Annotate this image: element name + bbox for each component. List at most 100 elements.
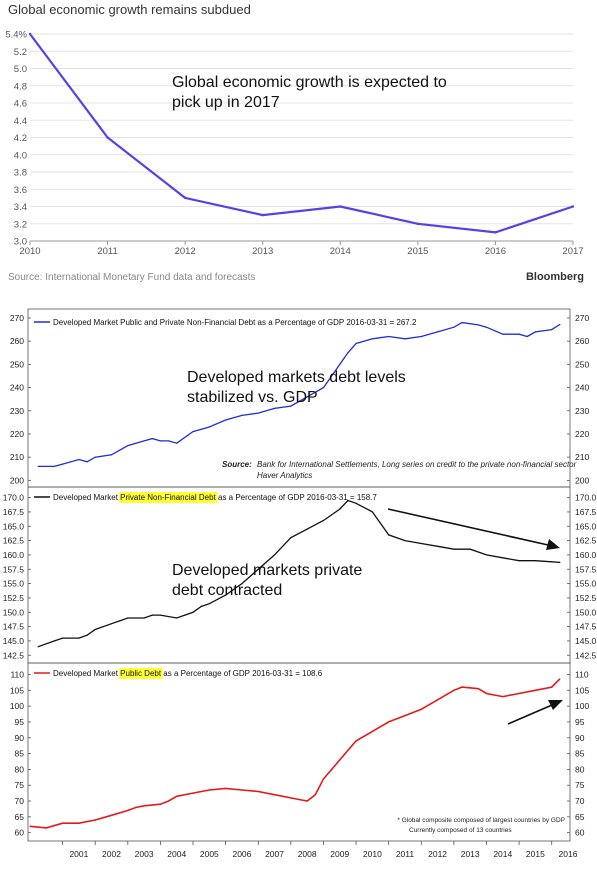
private-debt-y-tick-left: 150.0 xyxy=(3,607,25,617)
private-debt-annotation-line: Developed markets private xyxy=(172,562,362,579)
public-debt-y-tick-right: 60 xyxy=(575,828,585,838)
private-debt-data-point xyxy=(241,583,243,585)
growth-x-tick-label: 2010 xyxy=(19,246,40,257)
total-debt-data-point xyxy=(404,338,406,340)
public-debt-legend-pre: Developed Market xyxy=(53,669,120,678)
public-debt-data-point xyxy=(45,827,47,829)
growth-y-tick-label: 3.4 xyxy=(14,202,27,213)
total-debt-y-tick-left: 200 xyxy=(10,475,24,485)
growth-y-tick-label: 4.2 xyxy=(14,133,27,144)
total-debt-data-point xyxy=(339,363,341,365)
growth-data-point xyxy=(106,136,109,139)
private-debt-legend-highlight xyxy=(119,492,218,503)
growth-y-tick-label: 5.2 xyxy=(14,47,27,58)
growth-data-point xyxy=(28,32,32,36)
public-debt-y-tick-right: 110 xyxy=(575,669,589,679)
total-debt-data-point xyxy=(559,323,561,326)
private-debt-y-tick-left: 170.0 xyxy=(3,493,25,503)
growth-chart: Global economic growth remains subdued 3… xyxy=(5,2,584,283)
private-debt-data-point xyxy=(420,542,422,545)
public-debt-data-point xyxy=(404,715,406,717)
growth-annotation-line: pick up in 2017 xyxy=(172,94,280,111)
public-debt-y-tick-right: 80 xyxy=(575,764,585,774)
public-debt-data-point xyxy=(314,794,316,796)
private-debt-data-point xyxy=(371,511,373,513)
growth-data-point xyxy=(494,231,497,234)
private-debt-y-tick-right: 165.0 xyxy=(575,521,597,531)
growth-y-tick-label: 3.8 xyxy=(14,168,27,179)
private-debt-legend-pre: Developed Market xyxy=(53,493,120,502)
private-debt-y-ticks-right: 142.5 145.0 147.5 150.0 152.5 155.0 157.5 160.0… xyxy=(567,493,597,660)
public-debt-x-ticks: 2001 2002 2003 2004 2005 2006 2007 2008 2009 2010… xyxy=(62,841,578,859)
total-debt-annotation-line: Developed markets debt levels xyxy=(187,369,406,386)
total-debt-data-point xyxy=(143,440,145,442)
public-debt-chart: Developed Market Public Debt as a Percen… xyxy=(10,662,589,859)
private-debt-data-point xyxy=(200,605,202,608)
private-debt-data-point xyxy=(159,614,162,616)
public-debt-x-tick-label: 2005 xyxy=(200,849,219,859)
public-debt-y-ticks-right: 60 65 70 75 80 85 90 95 100 105 110 xyxy=(567,669,589,838)
private-debt-data-point xyxy=(94,628,96,631)
private-debt-data-point xyxy=(151,614,153,616)
total-debt-y-tick-right: 200 xyxy=(575,475,589,485)
private-debt-y-tick-right: 145.0 xyxy=(575,636,597,646)
public-debt-data-point xyxy=(436,699,439,701)
growth-y-tick-label: 4.8 xyxy=(14,81,27,92)
public-debt-data-point xyxy=(298,798,300,801)
total-debt-data-point xyxy=(298,400,300,403)
total-debt-data-point xyxy=(355,342,357,345)
total-debt-data-point xyxy=(526,335,528,338)
public-debt-data-point xyxy=(159,803,162,805)
private-debt-y-tick-right: 142.5 xyxy=(575,650,597,660)
total-debt-data-point xyxy=(534,331,536,333)
public-debt-data-point xyxy=(339,759,341,761)
public-debt-data-point xyxy=(388,721,390,723)
growth-chart-annotation: Global economic growth is expected to pic… xyxy=(172,74,447,111)
growth-chart-title: Global economic growth remains subdued xyxy=(8,2,251,17)
private-debt-y-tick-left: 157.5 xyxy=(3,564,25,574)
private-debt-data-point xyxy=(273,554,276,556)
private-debt-data-point xyxy=(518,560,520,562)
growth-x-tick-label: 2011 xyxy=(97,246,117,257)
growth-chart-y-ticks: 3.0 3.2 3.4 3.6 3.8 4.0 4.2 4.4 4.6 4.8 5.0 5.2 5.4% xyxy=(5,30,27,248)
total-debt-chart: Developed Market Public and Private Non-… xyxy=(10,308,589,488)
growth-data-point xyxy=(261,213,264,217)
total-debt-data-point xyxy=(37,465,39,468)
private-debt-y-tick-left: 142.5 xyxy=(3,650,25,660)
growth-y-tick-label: 3.0 xyxy=(14,237,27,248)
total-debt-data-point xyxy=(62,463,64,465)
public-debt-legend-highlight xyxy=(119,668,163,679)
public-debt-data-point xyxy=(306,800,308,802)
total-debt-data-point xyxy=(518,333,520,335)
total-debt-data-point xyxy=(176,442,178,444)
private-debt-data-point xyxy=(436,545,439,547)
private-debt-y-tick-left: 160.0 xyxy=(3,550,25,560)
private-debt-data-point xyxy=(290,537,292,539)
private-debt-series-line xyxy=(37,499,560,648)
growth-x-tick-label: 2012 xyxy=(175,246,196,257)
private-debt-data-point xyxy=(184,614,186,616)
public-debt-data-point xyxy=(420,708,422,710)
private-debt-data-point xyxy=(347,499,349,502)
total-debt-y-tick-right: 270 xyxy=(575,313,589,323)
total-debt-data-point xyxy=(461,322,463,324)
total-debt-data-point xyxy=(257,412,259,414)
public-debt-data-point xyxy=(167,800,170,802)
total-debt-y-tick-right: 260 xyxy=(575,336,589,346)
total-debt-data-point xyxy=(192,431,194,433)
public-debt-y-tick-right: 100 xyxy=(575,701,589,711)
private-debt-data-point xyxy=(355,502,357,504)
private-debt-y-tick-left: 152.5 xyxy=(3,593,25,603)
total-debt-data-point xyxy=(273,407,276,410)
total-debt-data-point xyxy=(371,338,373,340)
total-debt-annotation: Developed markets debt levels stabilized … xyxy=(187,369,406,406)
public-debt-y-tick-right: 70 xyxy=(575,796,585,806)
private-debt-y-tick-right: 155.0 xyxy=(575,579,597,589)
private-debt-data-point xyxy=(110,623,113,625)
public-debt-x-tick-label: 2009 xyxy=(330,849,349,859)
public-debt-data-point xyxy=(290,797,292,799)
public-debt-data-point xyxy=(347,749,349,752)
growth-y-tick-label: 4.0 xyxy=(14,150,27,161)
growth-y-tick-label: 5.0 xyxy=(14,64,27,75)
total-debt-data-point xyxy=(167,440,170,442)
